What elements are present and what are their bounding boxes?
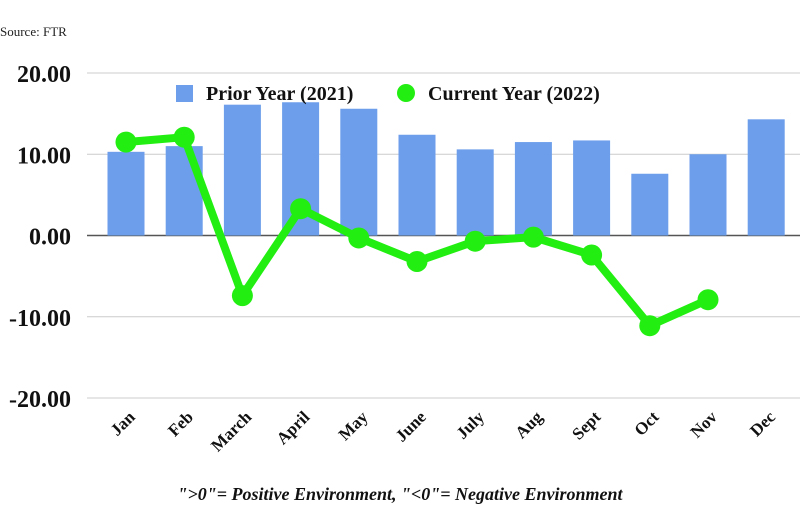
- footnote: ">0"= Positive Environment, "<0"= Negati…: [177, 484, 623, 504]
- source-note: Source: FTR: [0, 24, 67, 39]
- x-tick-label-dec: Dec: [746, 407, 779, 440]
- bar-sept: [573, 140, 611, 236]
- x-tick-label-sept: Sept: [568, 407, 604, 443]
- point-oct: [639, 315, 661, 337]
- y-tick-label: 0.00: [29, 225, 71, 251]
- bar-oct: [631, 173, 669, 236]
- point-april: [290, 198, 312, 220]
- x-tick-label-march: March: [207, 407, 255, 455]
- legend: Prior Year (2021) Current Year (2022): [176, 83, 600, 105]
- point-aug: [522, 226, 544, 248]
- bar-june: [398, 134, 436, 236]
- x-tick-label-nov: Nov: [687, 407, 721, 441]
- legend-label-prior-year: Prior Year (2021): [206, 83, 353, 105]
- point-may: [348, 227, 370, 249]
- y-tick-label: -10.00: [9, 306, 71, 332]
- line-series: [115, 126, 719, 337]
- x-tick-label-june: June: [392, 407, 430, 445]
- legend-swatch-current-year: [397, 84, 415, 102]
- x-tick-label-aug: Aug: [511, 407, 546, 442]
- x-tick-label-feb: Feb: [164, 407, 197, 440]
- bar-march: [223, 104, 261, 236]
- x-tick-label-may: May: [335, 407, 372, 444]
- point-jan: [115, 131, 137, 153]
- bar-aug: [514, 142, 552, 236]
- y-axis-tick-labels: 20.00 10.00 0.00 -10.00 -20.00: [9, 62, 71, 413]
- x-tick-label-april: April: [273, 407, 314, 448]
- y-tick-label: 20.00: [17, 62, 71, 88]
- y-tick-label: 10.00: [17, 143, 71, 169]
- point-nov: [697, 289, 719, 311]
- legend-swatch-prior-year: [176, 85, 193, 102]
- point-july: [464, 230, 486, 252]
- point-feb: [173, 126, 195, 148]
- point-sept: [581, 244, 603, 266]
- gridlines: [87, 72, 800, 399]
- x-tick-label-july: July: [453, 407, 489, 443]
- y-tick-label: -20.00: [9, 387, 71, 413]
- x-tick-label-jan: Jan: [107, 407, 140, 440]
- bar-jan: [107, 151, 145, 236]
- bar-nov: [689, 154, 727, 236]
- bar-may: [340, 108, 378, 236]
- point-june: [406, 251, 428, 272]
- bar-feb: [165, 146, 203, 236]
- x-axis-category-labels: Jan Feb March April May June July Aug Sept Oct Nov…: [107, 407, 780, 455]
- x-tick-label-oct: Oct: [630, 407, 662, 439]
- legend-label-current-year: Current Year (2022): [428, 83, 600, 105]
- bar-july: [456, 149, 494, 236]
- bar-dec: [747, 119, 785, 236]
- point-march: [231, 285, 253, 307]
